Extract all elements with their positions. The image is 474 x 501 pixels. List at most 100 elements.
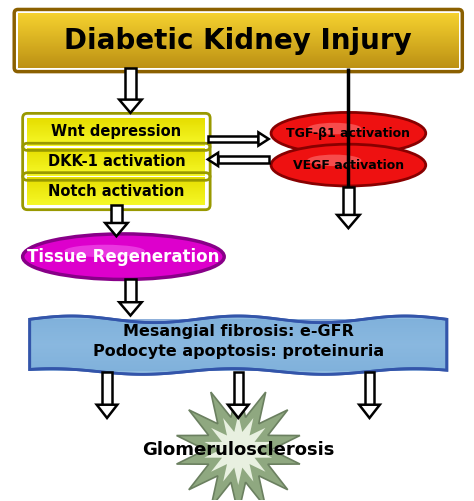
Bar xyxy=(18,63,458,64)
Bar xyxy=(27,161,205,163)
Bar xyxy=(18,59,458,61)
Bar xyxy=(30,347,447,348)
Text: Glomerulosclerosis: Glomerulosclerosis xyxy=(142,441,335,459)
Polygon shape xyxy=(359,405,380,418)
Bar xyxy=(18,58,458,60)
Bar xyxy=(27,160,205,162)
Bar xyxy=(27,191,205,192)
Bar xyxy=(18,34,458,35)
Bar xyxy=(18,56,458,57)
Bar xyxy=(30,322,447,323)
Bar xyxy=(18,47,458,49)
Bar xyxy=(18,37,458,38)
Bar xyxy=(18,44,458,45)
Ellipse shape xyxy=(307,155,361,166)
Bar xyxy=(27,125,205,126)
Bar xyxy=(30,343,447,344)
Bar xyxy=(27,134,205,136)
Bar xyxy=(27,129,205,130)
Bar xyxy=(18,26,458,27)
Bar xyxy=(27,200,205,201)
Bar xyxy=(18,53,458,54)
Bar xyxy=(18,42,458,43)
Bar xyxy=(27,130,205,131)
Bar xyxy=(27,142,205,144)
Bar xyxy=(27,201,205,202)
Bar xyxy=(18,13,458,14)
Bar xyxy=(27,162,205,164)
Text: Notch activation: Notch activation xyxy=(48,184,184,199)
Polygon shape xyxy=(111,205,122,223)
Bar xyxy=(27,186,205,187)
Bar xyxy=(18,45,458,46)
Bar xyxy=(27,137,205,138)
Bar xyxy=(18,18,458,19)
Bar xyxy=(30,325,447,326)
Bar xyxy=(18,62,458,63)
Bar xyxy=(30,342,447,343)
Bar xyxy=(30,338,447,339)
Bar xyxy=(30,344,447,345)
Bar xyxy=(18,41,458,43)
Bar xyxy=(30,319,447,321)
Bar xyxy=(27,149,205,151)
Bar xyxy=(27,154,205,155)
Bar xyxy=(30,351,447,352)
Bar xyxy=(27,153,205,154)
Bar xyxy=(18,47,458,48)
Bar xyxy=(18,61,458,62)
Bar xyxy=(27,132,205,134)
Bar xyxy=(30,321,447,322)
Bar xyxy=(27,174,205,175)
Bar xyxy=(27,189,205,190)
Bar xyxy=(30,336,447,338)
Bar xyxy=(18,36,458,37)
Bar xyxy=(27,135,205,136)
Bar xyxy=(18,18,458,20)
Polygon shape xyxy=(204,414,272,485)
Bar xyxy=(18,17,458,18)
Bar xyxy=(18,14,458,15)
Bar xyxy=(27,182,205,184)
Polygon shape xyxy=(208,153,218,166)
Bar xyxy=(18,52,458,53)
Bar xyxy=(18,20,458,22)
Bar xyxy=(27,192,205,194)
Bar xyxy=(27,122,205,124)
Bar xyxy=(18,67,458,68)
Polygon shape xyxy=(125,280,136,302)
Bar xyxy=(27,198,205,199)
Bar xyxy=(18,33,458,34)
Polygon shape xyxy=(343,187,354,215)
Bar xyxy=(18,48,458,50)
Ellipse shape xyxy=(64,244,145,257)
Bar xyxy=(27,196,205,197)
Bar xyxy=(18,43,458,44)
Bar xyxy=(27,128,205,129)
Bar xyxy=(27,171,205,173)
Ellipse shape xyxy=(23,234,224,280)
Bar xyxy=(27,138,205,139)
Polygon shape xyxy=(337,215,360,228)
Bar xyxy=(27,199,205,200)
Bar xyxy=(30,360,447,361)
Bar xyxy=(27,121,205,123)
Bar xyxy=(27,123,205,125)
Polygon shape xyxy=(102,372,112,405)
Polygon shape xyxy=(97,405,118,418)
Bar xyxy=(18,57,458,59)
Bar xyxy=(30,330,447,331)
Bar xyxy=(27,180,205,181)
Bar xyxy=(30,329,447,330)
Text: Tissue Regeneration: Tissue Regeneration xyxy=(27,247,219,266)
Bar xyxy=(30,362,447,364)
Polygon shape xyxy=(208,136,258,142)
Bar xyxy=(27,120,205,122)
Bar xyxy=(27,202,205,203)
Bar xyxy=(27,179,205,180)
Polygon shape xyxy=(228,405,248,418)
Bar xyxy=(30,331,447,332)
Bar xyxy=(27,158,205,159)
Bar xyxy=(18,19,458,21)
Bar xyxy=(30,369,447,370)
